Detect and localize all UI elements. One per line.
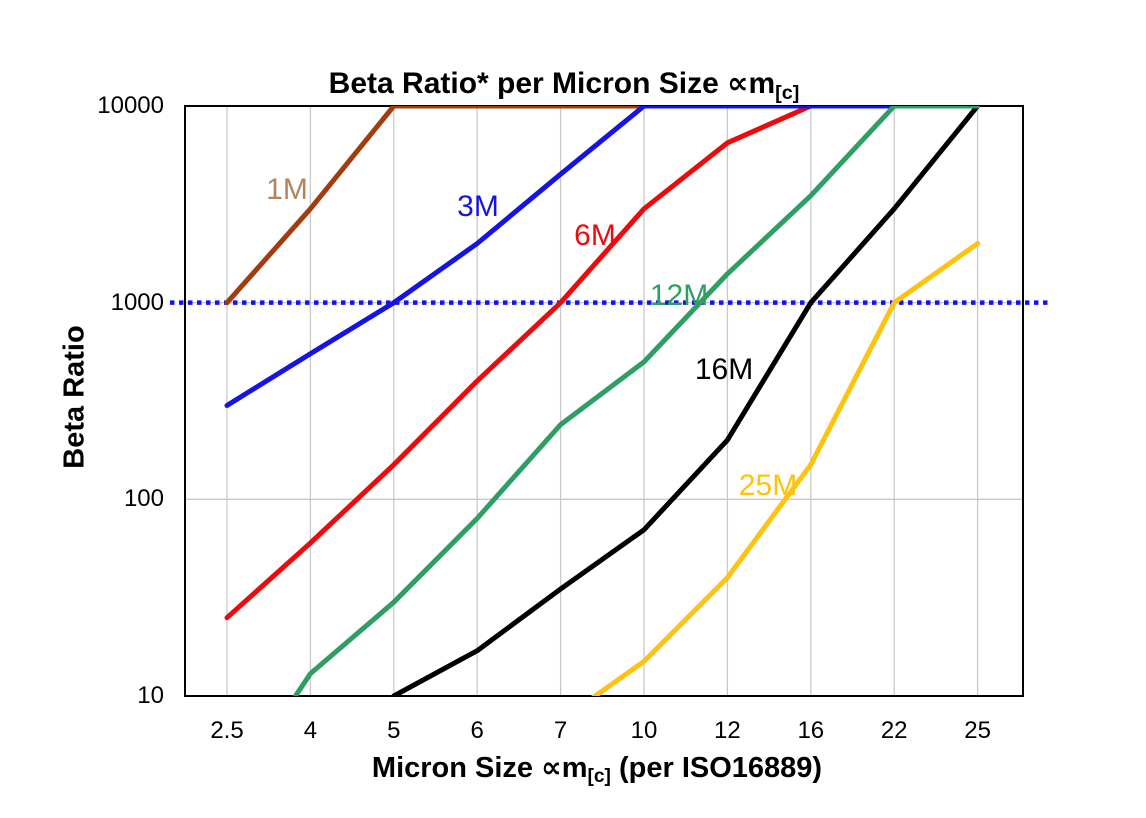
series-line-16M [391, 106, 981, 696]
x-tick-label-6: 6 [470, 717, 484, 744]
y-tick-label-10000: 10000 [97, 92, 164, 119]
chart-title: Beta Ratio* per Micron Size ∝m[c] [328, 66, 800, 104]
x-tick-label-5: 5 [387, 717, 401, 744]
x-axis-title: Micron Size ∝m[c] (per ISO16889) [371, 750, 823, 788]
series-line-12M [292, 106, 981, 696]
y-tick-label-1000: 1000 [110, 288, 164, 316]
x-axis-title-suffix: (per ISO16889) [610, 752, 823, 784]
series-line-3M [224, 106, 897, 408]
series-label-6M: 6M [574, 219, 616, 252]
series-label-12M: 12M [649, 279, 709, 312]
x-tick-label-25: 25 [964, 717, 991, 744]
x-axis-title-text: Micron Size ∝m [371, 752, 588, 784]
x-tick-label-7: 7 [553, 717, 568, 744]
series-label-3M: 3M [457, 190, 499, 223]
series-line-25M [590, 241, 981, 696]
x-tick-label-22: 22 [880, 717, 908, 744]
series-label-1M: 1M [266, 173, 308, 206]
x-tick-label-2.5: 2.5 [210, 717, 244, 744]
y-tick-label-100: 100 [123, 485, 164, 513]
x-tick-label-16: 16 [797, 717, 825, 744]
x-tick-label-4: 4 [303, 717, 318, 744]
series-line-6M [224, 106, 814, 621]
series-label-25M: 25M [738, 469, 798, 502]
series-line-1M [224, 106, 647, 306]
series-label-16M: 16M [694, 353, 754, 386]
y-tick-label-10: 10 [137, 682, 164, 709]
chart-title-text: Beta Ratio* per Micron Size ∝m [328, 67, 776, 100]
y-axis-title: Beta Ratio [58, 325, 91, 469]
x-tick-label-12: 12 [714, 717, 741, 744]
x-tick-label-10: 10 [630, 717, 658, 744]
x-axis-title-subscript: [c] [587, 766, 611, 788]
chart-title-subscript: [c] [775, 81, 800, 104]
